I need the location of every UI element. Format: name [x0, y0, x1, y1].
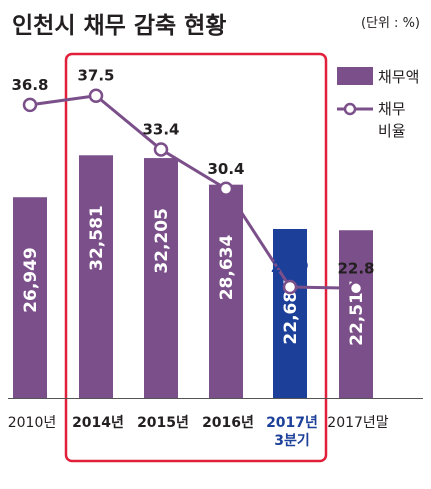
ratio-point: [88, 88, 104, 103]
debt-bar-label: 32,581: [87, 205, 107, 271]
x-tick-label: 2017년말: [327, 415, 389, 431]
x-tick-label: 2016년: [202, 415, 254, 431]
chart-title: 인천시 채무 감축 현황: [12, 13, 226, 39]
debt-bar-label: 28,634: [217, 235, 237, 301]
debt-bar: [13, 197, 47, 398]
ratio-label: 36.8: [11, 76, 48, 94]
legend-bar-swatch: [337, 67, 373, 85]
ratio-point: [218, 181, 234, 196]
debt-bar: [273, 228, 307, 398]
x-tick-label: 2017년: [266, 415, 318, 431]
debt-bar-label: 22,687: [281, 279, 301, 345]
x-tick-label: 2010년: [8, 415, 57, 431]
legend-bar-label: 채무액: [378, 68, 419, 86]
ratio-label: 37.5: [77, 67, 114, 85]
ratio-line: [29, 94, 357, 290]
ratio-label: 22.9: [271, 258, 308, 276]
ratio-point: [282, 279, 298, 295]
legend: 채무액 채무 비율: [337, 67, 419, 140]
debt-bar: [339, 230, 373, 398]
debt-bar-label: 32,205: [152, 208, 172, 274]
bar-series: 26,949 32,581 32,205 28,634 22,687 22,517: [13, 155, 373, 398]
ratio-point: [22, 97, 38, 113]
debt-bar-label: 26,949: [21, 247, 41, 313]
debt-bar: [209, 184, 243, 398]
ratio-series: 36.8 37.5 33.4 30.4 22.9 22.8: [11, 67, 375, 296]
x-axis-ticks: 2010년 2014년 2015년 2016년 2017년 3분기 2017년말: [8, 415, 389, 449]
x-tick-label: 2015년: [137, 415, 189, 431]
highlight-frame: [64, 52, 328, 463]
ratio-label: 30.4: [207, 160, 244, 178]
ratio-point: [153, 142, 169, 157]
x-tick-label: 3분기: [274, 433, 310, 449]
legend-line-label: 채무 비율: [378, 100, 406, 140]
unit-label: (단위 : %): [361, 16, 420, 31]
x-tick-label: 2014년: [72, 415, 124, 431]
legend-line-marker: [343, 102, 357, 116]
debt-bar-label: 22,517: [347, 280, 367, 346]
debt-bar: [144, 158, 178, 398]
ratio-point: [348, 281, 364, 296]
ratio-label: 33.4: [142, 120, 179, 138]
debt-bar: [79, 155, 113, 398]
ratio-label: 22.8: [337, 259, 374, 277]
